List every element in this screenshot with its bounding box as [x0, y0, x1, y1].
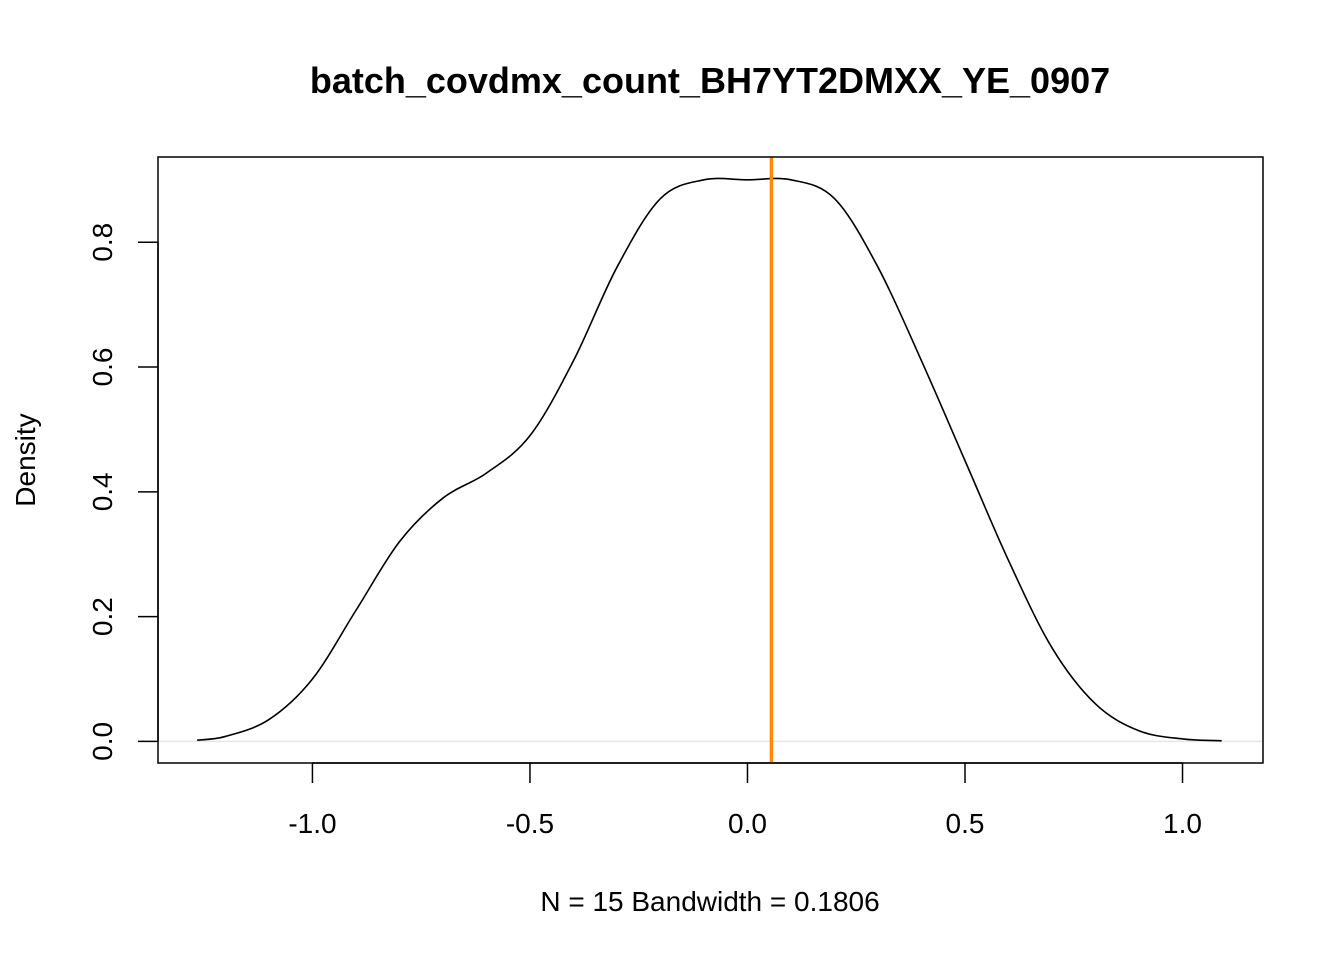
y-axis-label: Density [10, 413, 41, 506]
density-curve [197, 177, 1222, 742]
x-tick-label: -1.0 [288, 808, 336, 839]
x-tick-label: -0.5 [506, 808, 554, 839]
y-tick-label: 0.2 [87, 597, 118, 636]
x-axis: -1.0 -0.5 0.0 0.5 1.0 [288, 762, 1202, 839]
y-tick-label: 0.4 [87, 472, 118, 511]
y-tick-label: 0.0 [87, 722, 118, 761]
x-tick-label: 0.0 [728, 808, 767, 839]
plot-frame [157, 156, 1264, 764]
chart-title: batch_covdmx_count_BH7YT2DMXX_YE_0907 [310, 60, 1110, 101]
y-tick-label: 0.8 [87, 223, 118, 262]
x-tick-label: 0.5 [946, 808, 985, 839]
x-tick-label: 1.0 [1163, 808, 1202, 839]
x-axis-label: N = 15 Bandwidth = 0.1806 [540, 886, 879, 917]
y-tick-label: 0.6 [87, 348, 118, 387]
y-axis: 0.0 0.2 0.4 0.6 0.8 [87, 223, 159, 761]
